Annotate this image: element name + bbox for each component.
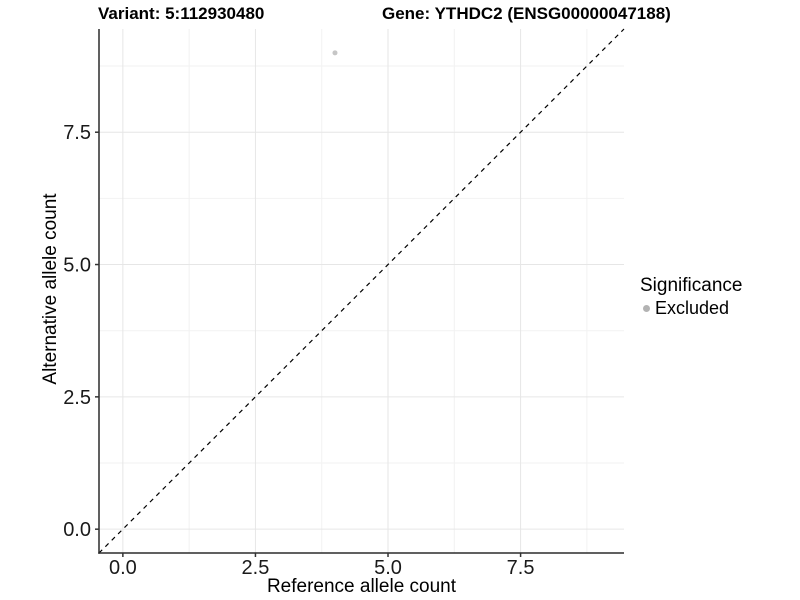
- legend-item-label: Excluded: [655, 298, 730, 318]
- legend-point-icon: [643, 305, 650, 312]
- y-tick-label: 5.0: [63, 255, 91, 277]
- identity-dashed-line: [98, 28, 625, 554]
- plot-title-gene: Gene: YTHDC2 (ENSG00000047188): [382, 4, 671, 23]
- y-tick-label: 0.0: [63, 519, 91, 541]
- legend: Significance Excluded: [640, 275, 742, 319]
- legend-title: Significance: [640, 275, 743, 296]
- plot-title-variant: Variant: 5:112930480: [98, 4, 265, 23]
- x-tick-label: 7.5: [507, 557, 535, 579]
- y-tick-label: 2.5: [63, 387, 91, 409]
- x-tick-label: 2.5: [242, 557, 270, 579]
- x-tick-label: 0.0: [109, 557, 137, 579]
- y-tick-label: 7.5: [63, 122, 91, 144]
- x-tick-label: 5.0: [374, 557, 402, 579]
- legend-item-excluded: Excluded: [643, 298, 742, 319]
- y-axis-title: Alternative allele count: [40, 193, 61, 385]
- data-point: [332, 50, 338, 56]
- x-axis-title: Reference allele count: [266, 576, 457, 597]
